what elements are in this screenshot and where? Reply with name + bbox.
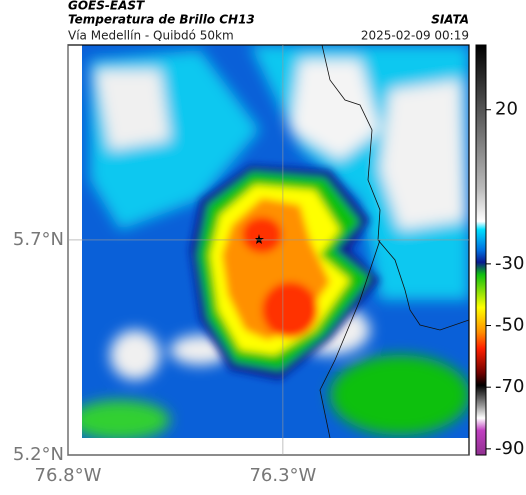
- source: SIATA: [431, 13, 469, 27]
- y-tick-label: 5.2°N: [13, 444, 64, 465]
- colorbar: [475, 44, 487, 456]
- satellite-image: [82, 45, 469, 438]
- colorbar-tick-label: -30: [495, 253, 524, 274]
- x-tick-label: 76.3°W: [249, 465, 316, 486]
- timestamp: 2025-02-09 00:19: [361, 29, 469, 43]
- colorbar-tick-label: 20: [495, 99, 518, 120]
- colorbar-tick-label: -70: [495, 376, 524, 397]
- x-tick-label: 76.8°W: [35, 465, 102, 486]
- region: Vía Medellín - Quibdó 50km: [68, 29, 234, 43]
- colorbar-tick-label: -50: [495, 315, 524, 336]
- title: GOES-EAST: [68, 0, 145, 13]
- subtitle: Temperatura de Brillo CH13: [68, 13, 255, 27]
- y-tick-label: 5.7°N: [13, 229, 64, 250]
- colorbar-tick-label: -90: [495, 438, 524, 459]
